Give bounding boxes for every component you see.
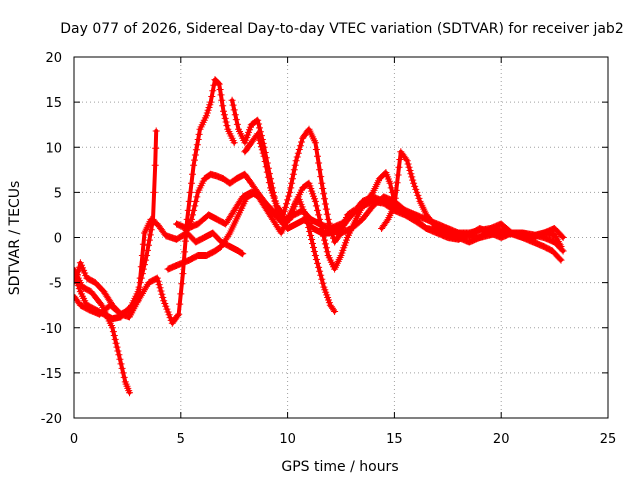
series-markers <box>326 193 567 243</box>
y-axis-label: SDTVAR / TECUs <box>7 181 23 296</box>
y-tick-label: 10 <box>45 141 62 156</box>
series-track-4 <box>74 215 247 321</box>
x-tick-label: 25 <box>600 432 617 447</box>
y-tick-label: 0 <box>54 232 62 247</box>
x-tick-label: 20 <box>493 432 510 447</box>
y-tick-label: -10 <box>41 322 62 337</box>
series-track-11 <box>326 193 567 243</box>
y-tick-label: 15 <box>45 96 62 111</box>
x-tick-label: 5 <box>177 432 185 447</box>
y-tick-label: -15 <box>41 367 62 382</box>
x-tick-label: 15 <box>386 432 403 447</box>
x-tick-label: 0 <box>70 432 78 447</box>
y-tick-label: -20 <box>41 412 62 427</box>
y-tick-label: -5 <box>49 277 62 292</box>
y-axis-ticks: -20 -15 -10 -5 0 5 10 15 20 <box>41 51 608 427</box>
series-track-9 <box>241 125 358 246</box>
data-series <box>74 76 567 397</box>
x-tick-label: 10 <box>279 432 296 447</box>
series-track-10 <box>378 148 565 264</box>
series-markers <box>74 215 247 321</box>
y-tick-label: 20 <box>45 51 62 66</box>
x-axis-ticks: 0 5 10 15 20 25 <box>70 57 616 447</box>
chart-title: Day 077 of 2026, Sidereal Day-to-day VTE… <box>60 21 623 37</box>
x-axis-label: GPS time / hours <box>281 459 398 475</box>
y-tick-label: 5 <box>54 186 62 201</box>
series-markers <box>378 148 565 264</box>
